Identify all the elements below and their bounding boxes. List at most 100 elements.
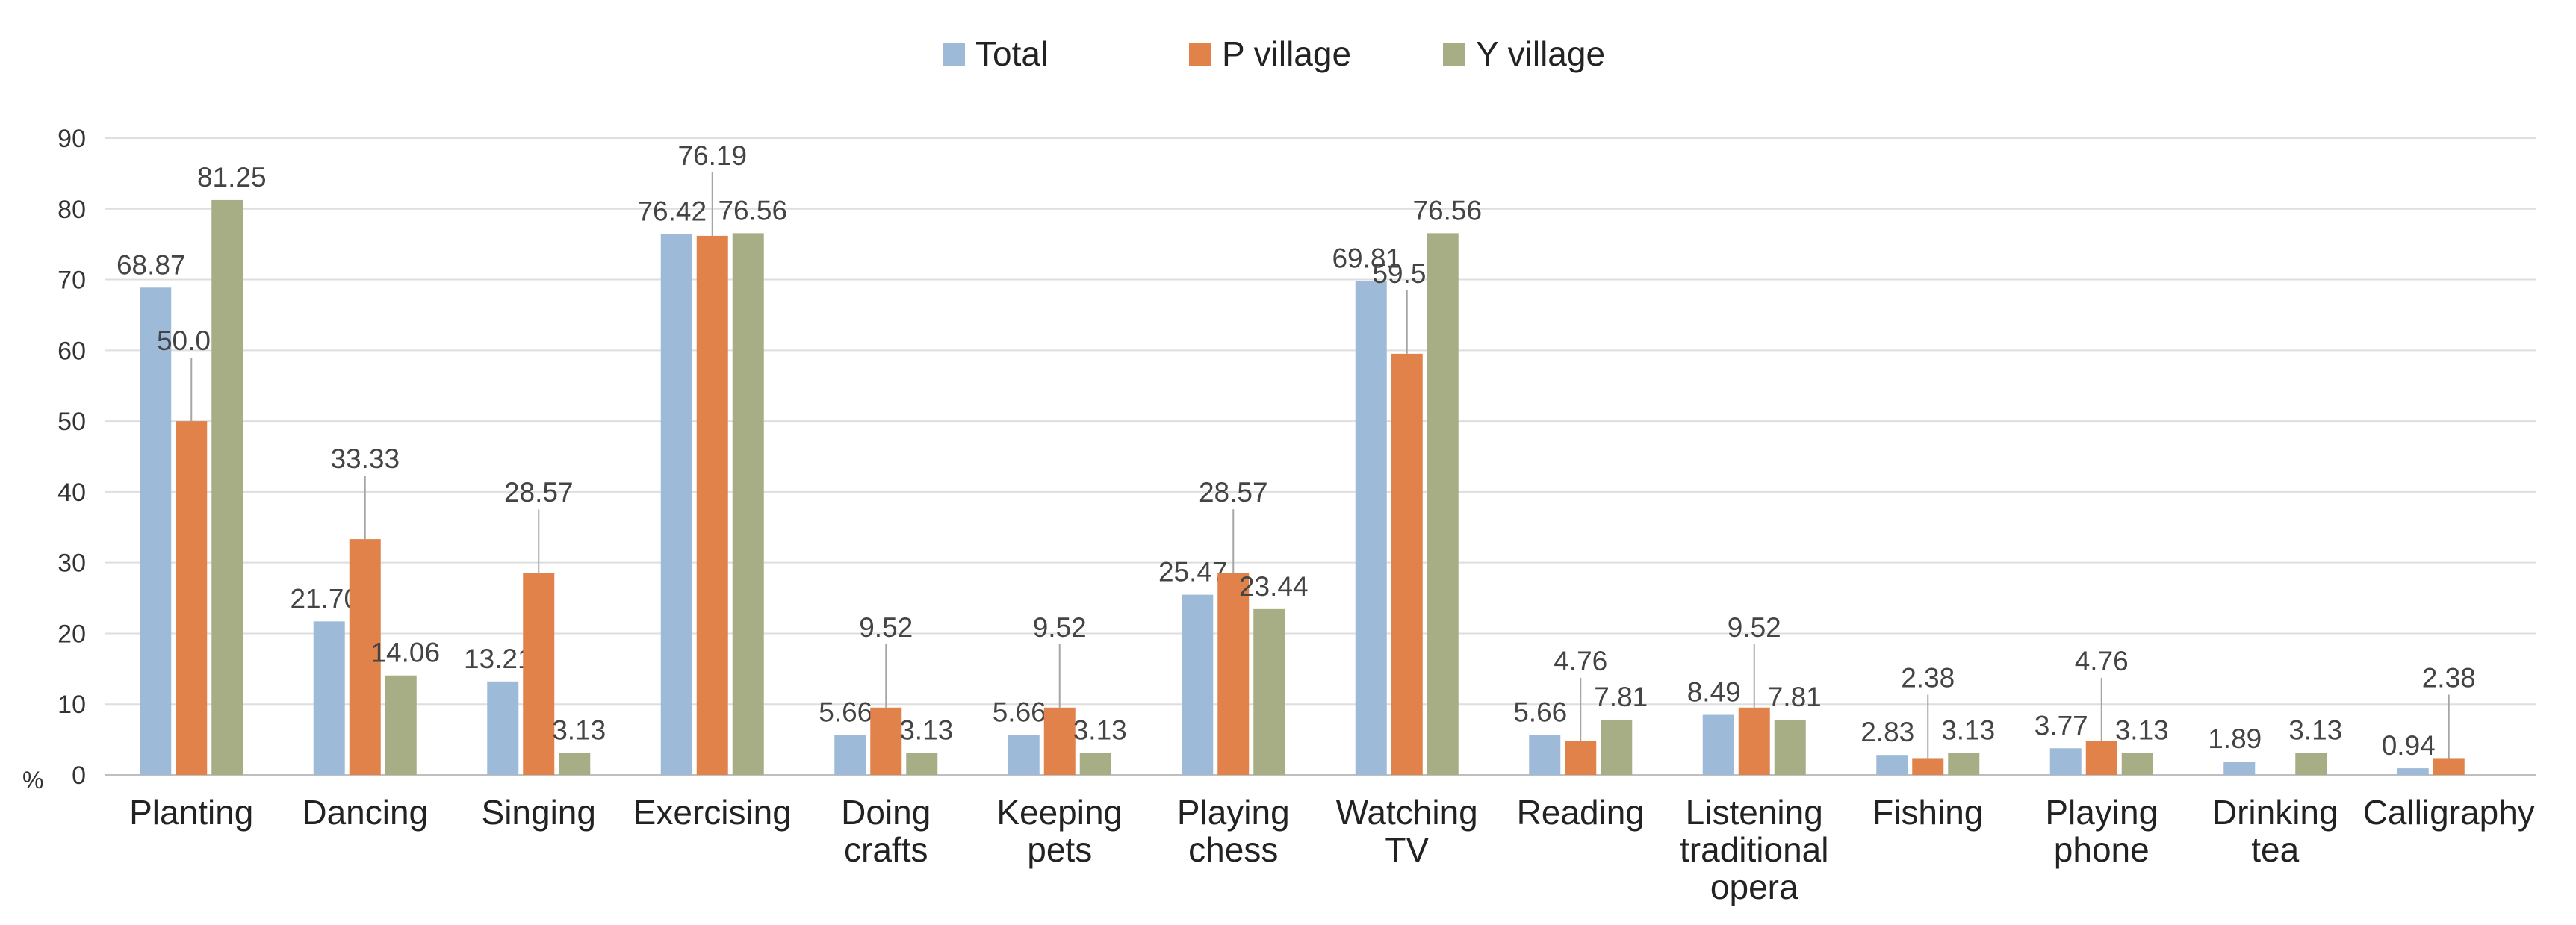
data-label: 2.38 <box>1901 662 1955 693</box>
bar-total <box>140 287 172 775</box>
bar-p-village <box>349 539 381 775</box>
data-label: 5.66 <box>819 697 872 727</box>
data-label: 4.76 <box>1554 646 1607 676</box>
x-category-label: chess <box>1188 830 1278 869</box>
bar-p-village <box>1043 707 1076 775</box>
data-label: 2.38 <box>2422 662 2476 693</box>
bar-total <box>834 735 866 775</box>
x-category-label: Singing <box>482 793 596 832</box>
y-axis-unit-label: % <box>22 767 43 794</box>
bar-total <box>2397 768 2429 775</box>
data-label: 3.13 <box>552 714 606 745</box>
x-category-label: phone <box>2054 830 2150 869</box>
data-label: 7.81 <box>1594 682 1648 712</box>
data-label: 13.21 <box>464 644 533 674</box>
y-tick-label: 0 <box>72 762 86 790</box>
bar-p-village <box>1391 353 1423 775</box>
bar-total <box>1008 735 1040 775</box>
legend-swatch <box>1189 43 1211 66</box>
x-category-label: Exercising <box>633 793 792 832</box>
bar-y-village <box>1774 719 1806 775</box>
bar-p-village <box>1738 707 1770 775</box>
bar-y-village <box>2121 753 2153 775</box>
data-label: 76.19 <box>677 140 747 171</box>
data-label: 28.57 <box>1199 477 1268 508</box>
data-label: 4.76 <box>2075 646 2129 676</box>
data-label: 23.44 <box>1239 571 1309 602</box>
data-label: 25.47 <box>1158 557 1228 588</box>
bar-p-village <box>1217 573 1250 775</box>
bar-total <box>487 681 519 775</box>
legend-label: Y village <box>1476 34 1605 73</box>
y-tick-label: 20 <box>58 620 86 648</box>
data-label: 33.33 <box>330 443 400 474</box>
bar-y-village <box>385 675 417 775</box>
y-tick-label: 50 <box>58 408 86 436</box>
data-label: 2.83 <box>1860 717 1914 747</box>
x-category-label: Drinking <box>2212 793 2338 832</box>
data-label: 9.52 <box>1728 612 1781 643</box>
data-label: 68.87 <box>117 249 186 280</box>
bar-p-village <box>2085 741 2117 775</box>
data-label: 76.42 <box>637 196 707 227</box>
bar-p-village <box>523 573 555 775</box>
data-label: 0.94 <box>2382 730 2436 761</box>
bar-total <box>1529 735 1561 775</box>
x-category-label: opera <box>1710 868 1798 906</box>
data-label: 5.66 <box>993 697 1046 727</box>
data-label: 5.66 <box>1513 697 1567 727</box>
data-label: 9.52 <box>1033 612 1087 643</box>
y-tick-label: 40 <box>58 479 86 507</box>
y-tick-label: 90 <box>58 125 86 153</box>
x-category-label: Watching <box>1336 793 1478 832</box>
data-label: 3.13 <box>1941 714 1995 745</box>
x-category-label: Playing <box>2045 793 2158 832</box>
y-tick-label: 60 <box>58 337 86 365</box>
y-tick-label: 10 <box>58 691 86 719</box>
data-label: 8.49 <box>1687 677 1741 708</box>
data-label: 7.81 <box>1768 682 1822 712</box>
x-category-label: Keeping <box>996 793 1123 832</box>
bar-total <box>2223 762 2256 775</box>
data-label: 76.56 <box>1412 195 1482 225</box>
data-label: 3.13 <box>2115 714 2169 745</box>
bar-y-village <box>1601 719 1633 775</box>
legend-swatch <box>1443 43 1465 66</box>
x-category-label: tea <box>2251 830 2299 869</box>
bar-p-village <box>1912 758 1944 775</box>
x-category-label: Doing <box>841 793 931 832</box>
data-label: 1.89 <box>2208 723 2262 754</box>
y-tick-label: 70 <box>58 267 86 295</box>
data-label: 14.06 <box>370 638 440 668</box>
data-label: 3.13 <box>899 714 953 745</box>
x-category-label: crafts <box>844 830 928 869</box>
bar-y-village <box>1427 233 1459 775</box>
data-label: 3.77 <box>2035 710 2088 741</box>
bar-total <box>2049 748 2082 775</box>
bar-p-village <box>870 707 902 775</box>
bar-y-village <box>1948 753 1980 775</box>
legend-swatch <box>943 43 965 66</box>
bar-y-village <box>732 233 764 775</box>
x-category-label: Dancing <box>302 793 428 832</box>
data-label: 9.52 <box>859 612 913 643</box>
x-category-label: Planting <box>129 793 253 832</box>
bar-total <box>1182 594 1214 775</box>
data-label: 69.81 <box>1332 243 1401 273</box>
x-category-label: Listening <box>1686 793 1823 832</box>
x-category-label: Calligraphy <box>2363 793 2535 832</box>
x-category-label: traditional <box>1680 830 1828 869</box>
bar-total <box>313 621 345 775</box>
bar-y-village <box>1079 753 1111 775</box>
bar-y-village <box>211 199 243 775</box>
bar-y-village <box>2295 753 2327 775</box>
x-category-label: Fishing <box>1872 793 1983 832</box>
bar-p-village <box>696 235 728 775</box>
x-category-label: Playing <box>1177 793 1290 832</box>
data-label: 28.57 <box>504 477 574 508</box>
bar-total <box>660 234 692 775</box>
data-label: 76.56 <box>718 195 787 225</box>
y-tick-label: 30 <box>58 549 86 578</box>
x-category-label: TV <box>1385 830 1429 869</box>
data-label: 3.13 <box>1073 714 1127 745</box>
